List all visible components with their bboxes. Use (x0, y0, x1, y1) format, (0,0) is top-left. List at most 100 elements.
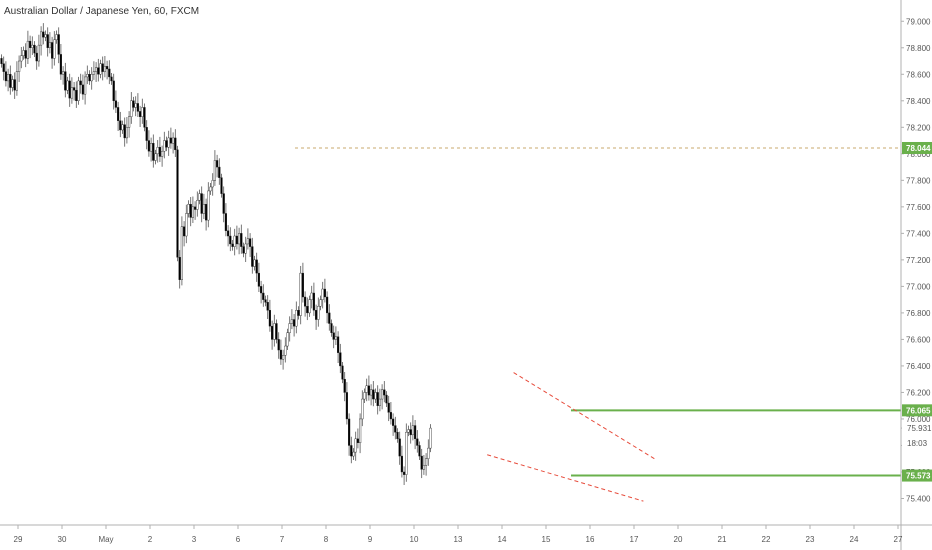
candle-body (51, 42, 54, 59)
candle-body (414, 425, 417, 440)
candle-body (143, 107, 146, 128)
candle-body (180, 226, 183, 280)
candle-body (11, 79, 14, 88)
candle-body (178, 257, 181, 280)
candle-body (319, 299, 322, 307)
candle-body (251, 246, 254, 267)
candle-body (383, 389, 386, 396)
candle-body (6, 74, 10, 82)
candle-body (81, 84, 84, 95)
candle-body (55, 34, 58, 41)
x-tick-label: 29 (14, 535, 23, 544)
candle-body (262, 292, 265, 300)
candle-body (297, 310, 300, 316)
candle-body (22, 50, 25, 56)
candle-body (332, 332, 335, 340)
candle-body (77, 80, 80, 101)
x-tick-label: 14 (498, 535, 507, 544)
candle-body (418, 445, 421, 457)
candle-body (392, 418, 395, 426)
candle-body (105, 66, 109, 70)
candle-body (240, 233, 243, 247)
candle-body (242, 246, 245, 254)
candle-body (187, 203, 190, 214)
candle-body (167, 137, 170, 148)
candle-body (389, 412, 392, 420)
candle-body (235, 235, 238, 245)
candle-body (24, 50, 27, 59)
candle-body (334, 336, 337, 340)
y-tick-label: 76.000 (906, 415, 931, 424)
candle-body (288, 323, 291, 333)
candle-body (427, 447, 430, 459)
x-tick-label: 3 (192, 535, 197, 544)
wedge-trendline (487, 454, 644, 502)
candle-body (31, 44, 34, 48)
candle-body (141, 107, 144, 117)
candle-body (299, 272, 302, 316)
candle-body (103, 66, 106, 72)
candle-body (48, 42, 51, 48)
candle-body (374, 392, 377, 400)
candle-body (310, 292, 313, 300)
candle-body (72, 87, 76, 91)
candle-body (20, 55, 23, 62)
candle-body (385, 394, 388, 404)
candle-body (132, 100, 135, 108)
candle-body (189, 203, 192, 218)
candle-body (108, 68, 111, 78)
wedge-trendline (513, 372, 657, 461)
candle-body (207, 190, 210, 221)
candle-body (345, 392, 348, 420)
level-price-tag-label: 78.044 (906, 144, 931, 153)
candle-body (282, 355, 285, 360)
candle-body (158, 146, 161, 157)
candle-body (196, 200, 199, 210)
candle-body (213, 160, 216, 181)
candle-body (378, 398, 381, 406)
candle-body (264, 299, 267, 303)
candle-body (147, 140, 150, 152)
candle-body (59, 54, 62, 75)
candle-body (328, 312, 331, 324)
candle-body (152, 143, 155, 161)
candle-body (44, 34, 47, 38)
x-tick-label: 15 (542, 535, 551, 544)
candle-body (350, 445, 353, 457)
y-tick-label: 77.000 (906, 282, 931, 291)
candle-body (339, 352, 342, 367)
candle-body (127, 116, 131, 128)
candle-body (64, 71, 67, 91)
candle-body (405, 432, 408, 475)
x-tick-label: 2 (148, 535, 153, 544)
candle-body (348, 418, 351, 446)
candle-body (119, 120, 122, 131)
candle-body (365, 385, 368, 393)
candle-body (116, 107, 120, 121)
candle-body (138, 111, 142, 117)
candle-body (198, 193, 201, 201)
candle-body (246, 238, 249, 245)
candle-body (68, 80, 71, 99)
candle-body (295, 310, 298, 327)
candle-body (182, 226, 186, 237)
candle-body (90, 74, 93, 82)
candle-body (163, 140, 166, 152)
candle-body (372, 389, 375, 400)
candle-body (2, 63, 5, 72)
candle-body (367, 385, 370, 396)
candle-body (233, 235, 236, 247)
x-tick-label: 16 (586, 535, 595, 544)
candle-body (185, 213, 188, 237)
x-tick-label: 30 (58, 535, 67, 544)
candle-body (411, 425, 414, 436)
y-tick-label: 78.400 (906, 97, 931, 106)
candle-body (308, 299, 311, 314)
candle-body (429, 427, 432, 449)
candle-body (62, 71, 65, 75)
candle-body (387, 402, 390, 413)
candle-body (352, 451, 355, 457)
x-tick-label: 21 (718, 535, 727, 544)
candle-body (79, 80, 82, 86)
